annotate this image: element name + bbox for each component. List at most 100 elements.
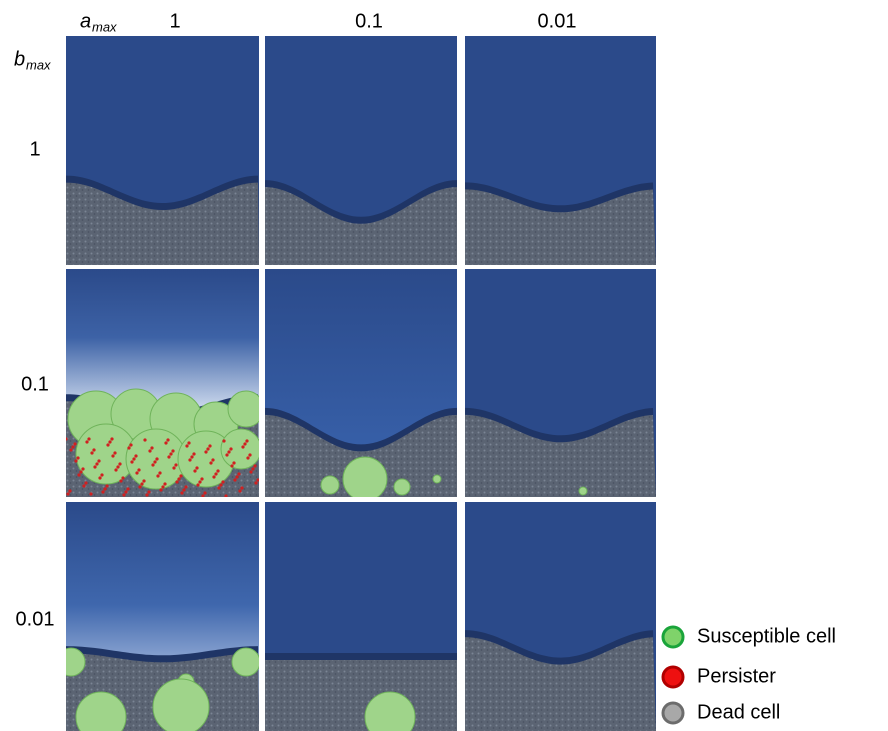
persister <box>92 448 95 451</box>
persister <box>142 479 145 482</box>
persister <box>171 449 174 452</box>
persister <box>158 471 161 474</box>
persister <box>77 473 80 476</box>
biofilm <box>265 660 457 731</box>
persister <box>121 476 124 479</box>
persister <box>251 467 254 470</box>
panel <box>465 36 656 265</box>
persister <box>175 480 178 483</box>
column-subscript: max <box>92 19 117 34</box>
persister <box>180 491 183 494</box>
persister <box>156 474 159 477</box>
persister <box>182 488 185 491</box>
persister <box>130 460 133 463</box>
panel-content <box>265 269 457 501</box>
cell-cluster <box>394 479 410 495</box>
persister <box>227 450 230 453</box>
persister <box>256 478 259 481</box>
persister <box>103 487 106 490</box>
persister <box>151 463 154 466</box>
persister <box>174 463 177 466</box>
persister <box>124 490 127 493</box>
panel <box>465 502 656 731</box>
persister <box>248 453 251 456</box>
persister <box>129 443 132 446</box>
persister <box>101 490 104 493</box>
panel-grid <box>57 36 656 731</box>
panel-content <box>265 502 457 731</box>
row-subscript: max <box>26 57 51 72</box>
persister <box>98 476 101 479</box>
legend-label: Dead cell <box>697 701 780 723</box>
legend-label: Susceptible cell <box>697 625 836 647</box>
legend-swatch <box>663 703 683 723</box>
persister <box>145 493 148 496</box>
persister <box>200 477 203 480</box>
persister <box>126 487 129 490</box>
persister <box>140 482 143 485</box>
persister <box>132 457 135 460</box>
panel-content <box>57 502 260 731</box>
persister <box>71 445 74 448</box>
persister <box>105 484 108 487</box>
persister <box>219 483 222 486</box>
persister <box>119 479 122 482</box>
persister <box>172 466 175 469</box>
persister <box>232 461 235 464</box>
persister <box>216 469 219 472</box>
panel <box>265 269 457 501</box>
persister <box>127 446 130 449</box>
cell-cluster <box>153 679 209 731</box>
persister <box>135 471 138 474</box>
persister <box>184 485 187 488</box>
persister <box>198 480 201 483</box>
persister <box>192 452 195 455</box>
persister <box>73 442 76 445</box>
persister <box>148 449 151 452</box>
persister <box>179 474 182 477</box>
persister <box>211 458 214 461</box>
persister <box>89 492 92 495</box>
column-symbol: a <box>80 10 91 32</box>
cell-cluster <box>579 487 587 495</box>
cell-cluster <box>433 475 441 483</box>
persister <box>111 454 114 457</box>
persister <box>249 470 252 473</box>
persister <box>221 480 224 483</box>
persister <box>64 437 67 440</box>
cell-cluster <box>343 457 387 501</box>
persister <box>153 460 156 463</box>
persister <box>230 464 233 467</box>
column-label: 1 <box>169 10 180 32</box>
persister <box>116 465 119 468</box>
persister <box>85 440 88 443</box>
persister <box>209 461 212 464</box>
persister <box>222 439 225 442</box>
persister <box>253 464 256 467</box>
cell-cluster <box>232 648 260 676</box>
panel-content <box>64 269 264 498</box>
panel <box>465 269 656 497</box>
row-label: 0.1 <box>21 373 49 395</box>
figure: a max b max Susceptible cell Persister Dea… <box>0 0 888 731</box>
persister <box>150 446 153 449</box>
persister <box>190 455 193 458</box>
persister <box>82 484 85 487</box>
row-symbol: b <box>14 48 25 70</box>
persister <box>81 467 84 470</box>
persister <box>134 454 137 457</box>
persister <box>237 472 240 475</box>
legend-label: Persister <box>697 665 776 687</box>
persister <box>204 450 207 453</box>
cell-cluster <box>57 648 85 676</box>
legend-swatch <box>663 627 683 647</box>
persister <box>254 481 257 484</box>
legend: Susceptible cell Persister Dead cell <box>663 625 836 723</box>
persister <box>110 437 113 440</box>
persister <box>166 438 169 441</box>
persister <box>155 457 158 460</box>
persister <box>137 468 140 471</box>
persister <box>246 456 249 459</box>
persister <box>87 437 90 440</box>
persister <box>113 451 116 454</box>
